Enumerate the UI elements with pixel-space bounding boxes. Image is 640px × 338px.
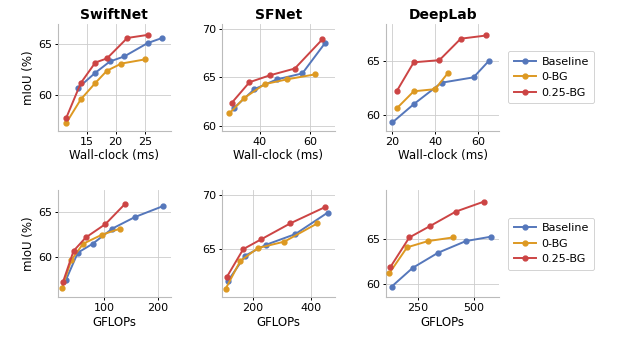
X-axis label: GFLOPs: GFLOPs (420, 316, 465, 329)
Title: SFNet: SFNet (255, 8, 302, 23)
Title: SwiftNet: SwiftNet (80, 8, 148, 23)
X-axis label: GFLOPs: GFLOPs (257, 316, 300, 329)
X-axis label: Wall-clock (ms): Wall-clock (ms) (397, 149, 488, 162)
Title: DeepLab: DeepLab (408, 8, 477, 23)
Legend: Baseline, 0-BG, 0.25-BG: Baseline, 0-BG, 0.25-BG (508, 218, 595, 270)
Y-axis label: mIoU (%): mIoU (%) (22, 50, 35, 105)
X-axis label: Wall-clock (ms): Wall-clock (ms) (234, 149, 323, 162)
X-axis label: GFLOPs: GFLOPs (92, 316, 136, 329)
X-axis label: Wall-clock (ms): Wall-clock (ms) (69, 149, 159, 162)
Y-axis label: mIoU (%): mIoU (%) (22, 216, 35, 271)
Legend: Baseline, 0-BG, 0.25-BG: Baseline, 0-BG, 0.25-BG (508, 51, 595, 103)
